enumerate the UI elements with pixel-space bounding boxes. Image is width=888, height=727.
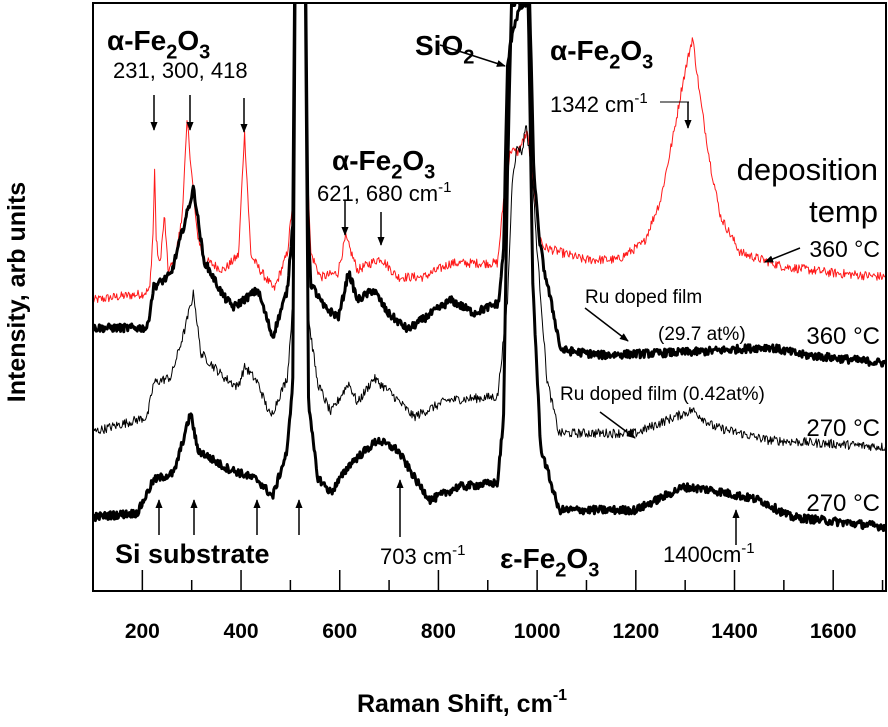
annotation-text-part: deposition xyxy=(737,152,878,187)
annotation-arrow xyxy=(599,411,636,439)
annotation-text-part: 703 cm xyxy=(380,544,452,569)
annotation-label: deposition xyxy=(737,152,878,187)
annotation-text-part: 3 xyxy=(642,51,653,73)
annotation-text-part: 2 xyxy=(166,41,177,63)
series-line-2 xyxy=(93,3,886,452)
annotation-label: 1342 cm-1 xyxy=(550,90,648,117)
annotation-text-part: 621, 680 cm xyxy=(317,181,438,206)
annotation-text-part: 2 xyxy=(555,559,566,581)
annotation-label: Ru doped film xyxy=(585,287,702,308)
annotation-text-part: 2 xyxy=(391,161,402,183)
x-tick-label: 200 xyxy=(125,620,160,643)
annotation-label: Ru doped film (0.42at%) xyxy=(560,384,765,405)
annotation-text-part: -1 xyxy=(741,540,754,557)
annotation-text-part: SiO xyxy=(415,30,463,61)
annotation-text-part: 3 xyxy=(588,559,599,581)
annotation-label: α-Fe2O3 xyxy=(332,145,435,183)
annotation-text-part: α-Fe xyxy=(332,145,391,176)
series-layer xyxy=(93,3,886,532)
annotation-text-part: 270 °C xyxy=(806,490,880,517)
annotation-text-part: 270 °C xyxy=(806,415,880,442)
annotation-arrow xyxy=(439,44,506,67)
x-tick-label: 1200 xyxy=(612,620,659,643)
annotation-text-part: Si substrate xyxy=(115,539,270,569)
annotation-text-part: 360 °C xyxy=(809,236,880,262)
annotation-arrow xyxy=(764,247,801,263)
annotation-text-part: temp xyxy=(809,194,878,229)
annotation-label: temp xyxy=(809,194,878,229)
annotation-text-part: α-Fe xyxy=(550,35,609,66)
annotation-text-part: O xyxy=(620,35,642,66)
annotation-text-part: 3 xyxy=(424,161,435,183)
annotation-text-part: O xyxy=(402,145,424,176)
annotation-label: 270 °C xyxy=(806,490,880,517)
series-line-0 xyxy=(93,3,886,303)
annotation-label: SiO2 xyxy=(415,30,474,68)
annotation-label: (29.7 at%) xyxy=(658,324,746,345)
annotation-label: Si substrate xyxy=(115,539,270,569)
x-tick-label: 1400 xyxy=(711,620,758,643)
x-tick-label: 600 xyxy=(322,620,357,643)
annotation-arrows xyxy=(150,44,801,545)
y-axis-title: Intensity, arb units xyxy=(3,182,31,402)
x-tick-label: 400 xyxy=(224,620,259,643)
annotation-label: α-Fe2O3 xyxy=(107,25,210,63)
x-axis-title: Raman Shift, cm-1 xyxy=(357,687,567,718)
annotation-label: 703 cm-1 xyxy=(380,542,466,569)
annotation-label: 360 °C xyxy=(806,323,880,350)
annotation-text-part: 1400cm xyxy=(663,542,741,567)
series-line-3 xyxy=(93,3,886,532)
annotation-text-part: 1342 cm xyxy=(550,92,634,117)
annotation-label: ε-Fe2O3 xyxy=(500,543,599,581)
annotation-text-part: α-Fe xyxy=(107,25,166,56)
annotation-label: 1400cm-1 xyxy=(663,540,755,567)
annotation-text-part: -1 xyxy=(438,179,451,196)
annotation-arrow xyxy=(584,307,629,342)
annotation-text-part: 2 xyxy=(463,46,474,68)
annotation-text-part: -1 xyxy=(452,542,465,559)
annotation-label: 360 °C xyxy=(809,236,880,262)
annotation-text-part: Ru doped film (0.42at%) xyxy=(560,384,765,405)
annotation-text-part: O xyxy=(566,543,588,574)
annotation-label: α-Fe2O3 xyxy=(550,35,653,73)
annotation-label: 231, 300, 418 xyxy=(113,58,248,83)
x-tick-label: 800 xyxy=(421,620,456,643)
annotation-text-part: 3 xyxy=(199,41,210,63)
series-line-1 xyxy=(93,3,886,368)
annotation-text-part: ε-Fe xyxy=(500,543,555,574)
plot-frame xyxy=(92,2,887,592)
x-tick-label: 1600 xyxy=(810,620,857,643)
annotation-text-part: 2 xyxy=(609,51,620,73)
x-axis: 200 400 600 800 1000 1200 1400 1600 xyxy=(125,570,884,643)
annotation-text-part: Ru doped film xyxy=(585,287,702,308)
annotation-text-part: (29.7 at%) xyxy=(658,324,746,345)
annotation-text-part: -1 xyxy=(634,90,647,107)
annotation-text-part: 360 °C xyxy=(806,323,880,350)
annotation-label: 270 °C xyxy=(806,415,880,442)
annotation-text-part: 231, 300, 418 xyxy=(113,58,248,83)
x-tick-label: 1000 xyxy=(514,620,561,643)
annotation-text-part: O xyxy=(177,25,199,56)
annotation-label: 621, 680 cm-1 xyxy=(317,179,451,206)
